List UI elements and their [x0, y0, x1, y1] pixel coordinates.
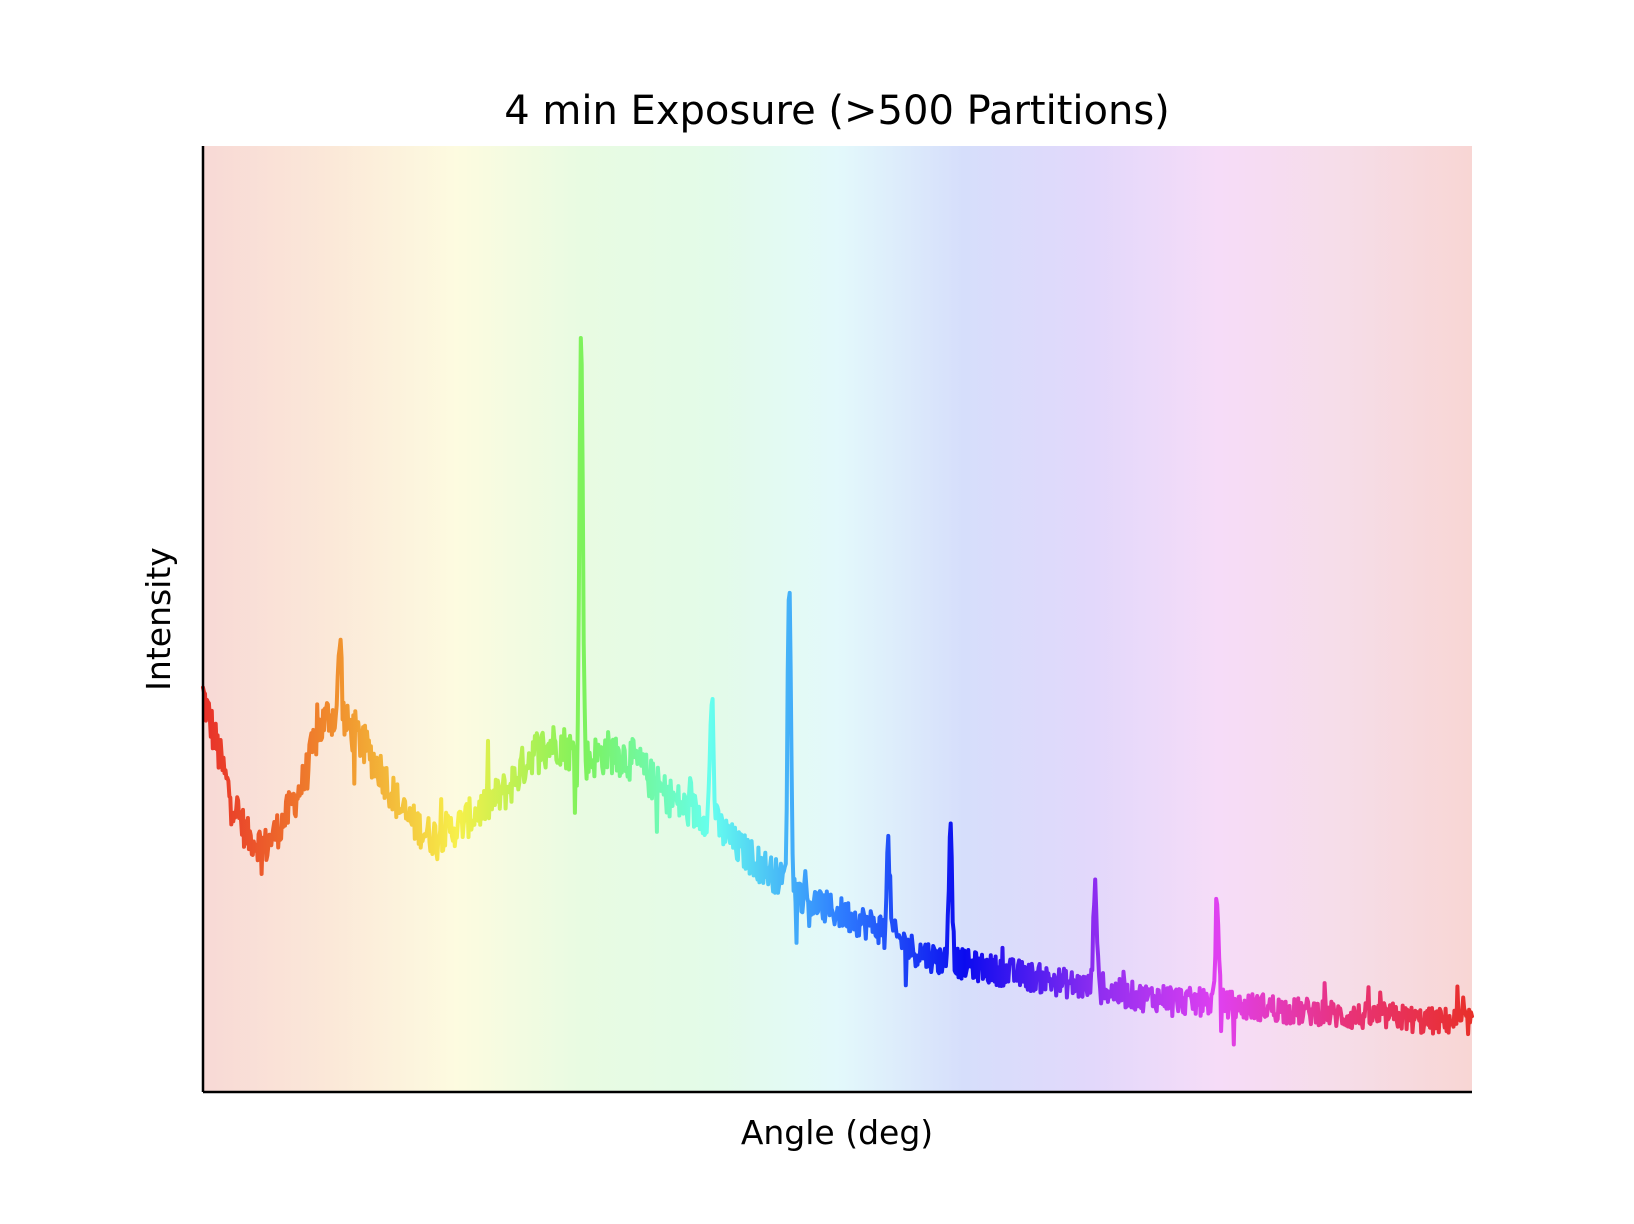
chart-title: 4 min Exposure (>500 Partitions) — [504, 88, 1170, 134]
series-group — [201, 336, 1474, 1047]
y-axis-label: Intensity — [139, 547, 178, 691]
x-axis-label: Angle (deg) — [741, 1113, 933, 1152]
intensity-series-line — [201, 336, 1474, 1047]
plot-background — [203, 146, 1472, 1092]
